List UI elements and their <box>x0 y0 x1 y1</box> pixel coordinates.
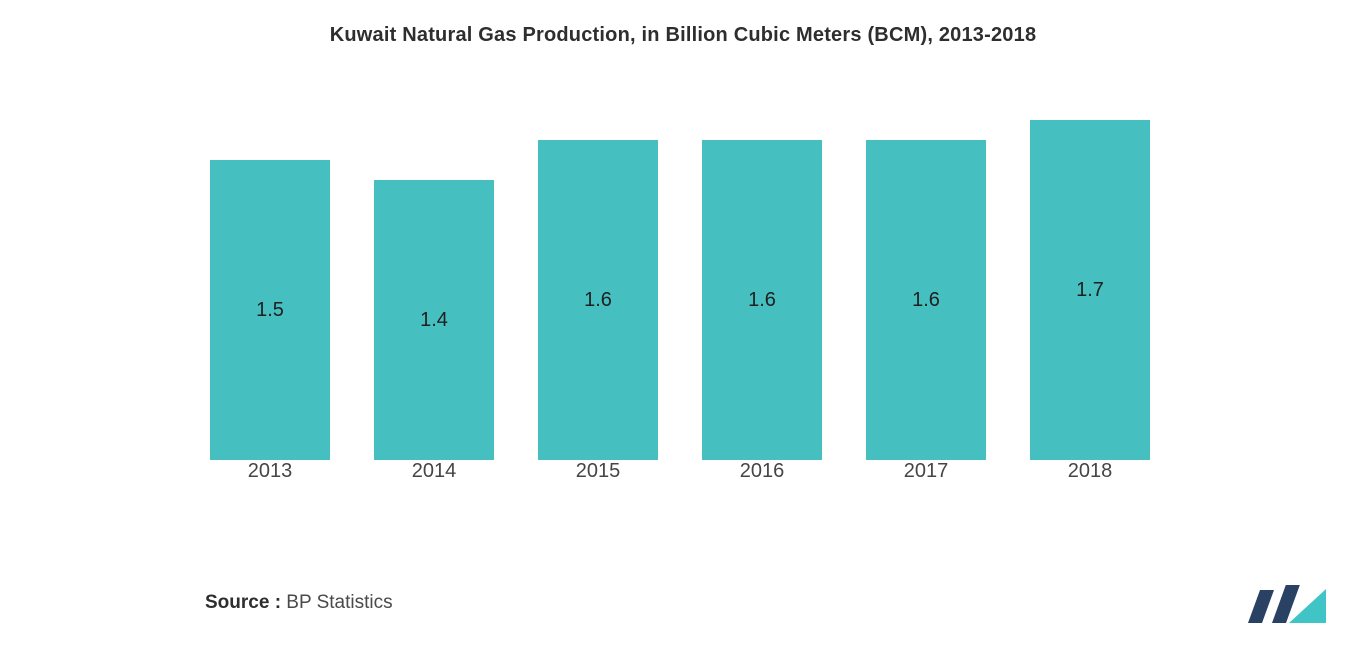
bar-value-label: 1.6 <box>584 289 612 312</box>
x-axis: 2013 2014 2015 2016 2017 2018 <box>210 460 1150 483</box>
bar-value-label: 1.6 <box>748 289 776 312</box>
x-axis-label: 2014 <box>374 460 494 483</box>
chart-title: Kuwait Natural Gas Production, in Billio… <box>0 24 1366 47</box>
source-label: Source : <box>205 592 281 613</box>
bar: 1.6 <box>702 140 822 460</box>
bar-value-label: 1.6 <box>912 289 940 312</box>
bar-value-label: 1.4 <box>420 309 448 332</box>
x-axis-label: 2015 <box>538 460 658 483</box>
x-axis-label: 2018 <box>1030 460 1150 483</box>
bar-column: 1.6 <box>538 100 658 460</box>
bar-column: 1.4 <box>374 100 494 460</box>
source-value: BP Statistics <box>281 592 393 613</box>
x-axis-label: 2016 <box>702 460 822 483</box>
bar-column: 1.6 <box>866 100 986 460</box>
chart-plot-area: 1.5 1.4 1.6 1.6 1.6 1.7 <box>210 100 1150 460</box>
x-axis-label: 2017 <box>866 460 986 483</box>
bar: 1.7 <box>1030 120 1150 460</box>
x-axis-label: 2013 <box>210 460 330 483</box>
bar-column: 1.7 <box>1030 100 1150 460</box>
bar-value-label: 1.7 <box>1076 279 1104 302</box>
bar: 1.4 <box>374 180 494 460</box>
chart-source: Source : BP Statistics <box>205 592 393 614</box>
bar: 1.6 <box>866 140 986 460</box>
chart-container: Kuwait Natural Gas Production, in Billio… <box>0 0 1366 655</box>
bar-column: 1.5 <box>210 100 330 460</box>
bar-column: 1.6 <box>702 100 822 460</box>
bar: 1.5 <box>210 160 330 460</box>
brand-logo <box>1248 585 1326 623</box>
bar: 1.6 <box>538 140 658 460</box>
bar-value-label: 1.5 <box>256 299 284 322</box>
